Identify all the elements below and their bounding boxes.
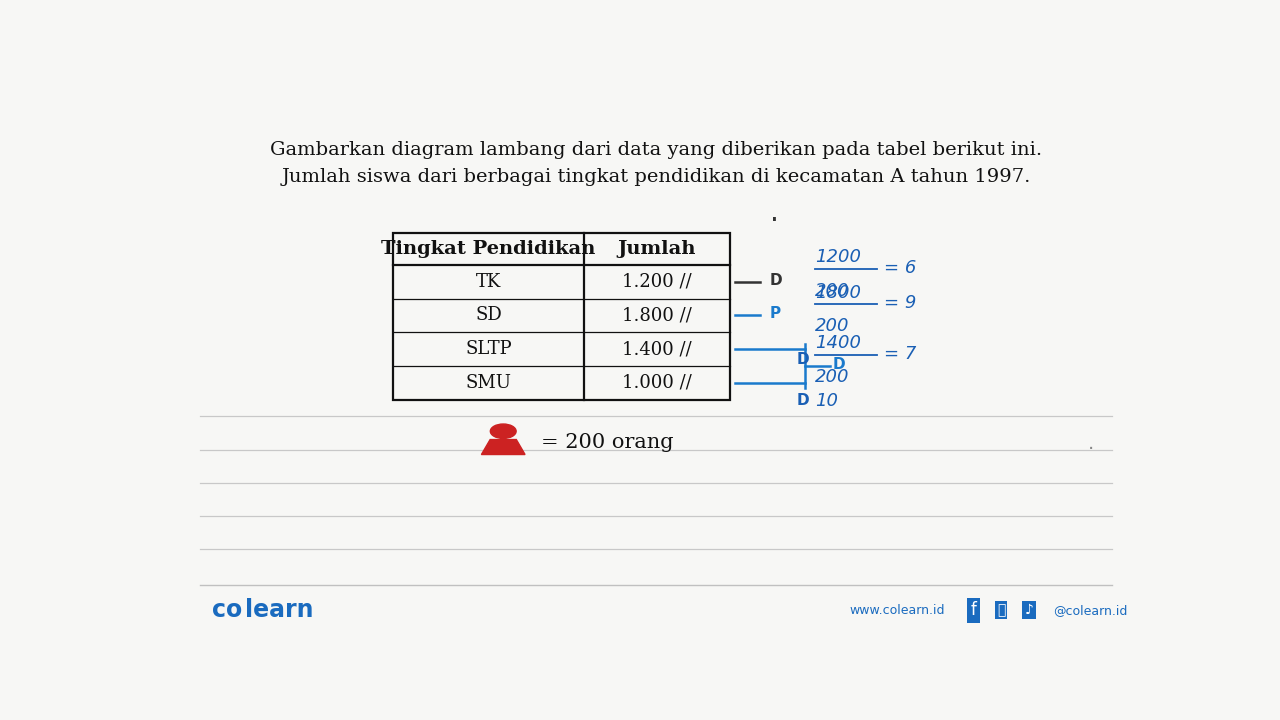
Text: co: co — [211, 598, 242, 622]
Text: 1.400 //: 1.400 // — [622, 340, 692, 358]
Text: SLTP: SLTP — [465, 340, 512, 358]
Text: ·: · — [771, 207, 780, 235]
Text: 200: 200 — [815, 282, 849, 300]
Text: ·: · — [1088, 440, 1094, 459]
Text: 200: 200 — [815, 368, 849, 386]
Text: D: D — [797, 352, 809, 366]
Text: D: D — [832, 357, 845, 372]
Text: = 9: = 9 — [884, 294, 916, 312]
Text: = 200 orang: = 200 orang — [541, 433, 673, 452]
Text: www.colearn.id: www.colearn.id — [850, 604, 945, 617]
Text: 1.200 //: 1.200 // — [622, 273, 692, 291]
Text: learn: learn — [246, 598, 314, 622]
Text: f: f — [970, 601, 977, 619]
Text: @colearn.id: @colearn.id — [1053, 604, 1128, 617]
Bar — [393, 233, 731, 400]
Text: 1200: 1200 — [815, 248, 860, 266]
Text: 1.800 //: 1.800 // — [622, 307, 692, 325]
Text: 1.000 //: 1.000 // — [622, 374, 692, 392]
Text: SD: SD — [475, 307, 502, 325]
Text: P: P — [771, 306, 781, 321]
Text: TK: TK — [476, 273, 500, 291]
Text: 1800: 1800 — [815, 284, 860, 302]
Text: Tingkat Pendidikan: Tingkat Pendidikan — [381, 240, 595, 258]
Text: 200: 200 — [815, 317, 849, 335]
Text: ⓘ: ⓘ — [997, 603, 1005, 617]
Text: Jumlah: Jumlah — [618, 240, 696, 258]
Text: D: D — [797, 393, 809, 408]
Polygon shape — [481, 439, 525, 454]
Text: Jumlah siswa dari berbagai tingkat pendidikan di kecamatan A tahun 1997.: Jumlah siswa dari berbagai tingkat pendi… — [282, 168, 1030, 186]
Text: ♪: ♪ — [1024, 603, 1033, 617]
Circle shape — [490, 424, 516, 438]
Text: D: D — [771, 273, 782, 287]
Text: SMU: SMU — [466, 374, 512, 392]
Text: = 7: = 7 — [884, 345, 916, 363]
Text: 1400: 1400 — [815, 334, 860, 352]
Text: 10: 10 — [815, 392, 837, 410]
Text: = 6: = 6 — [884, 259, 916, 277]
Text: Gambarkan diagram lambang dari data yang diberikan pada tabel berikut ini.: Gambarkan diagram lambang dari data yang… — [270, 141, 1042, 159]
